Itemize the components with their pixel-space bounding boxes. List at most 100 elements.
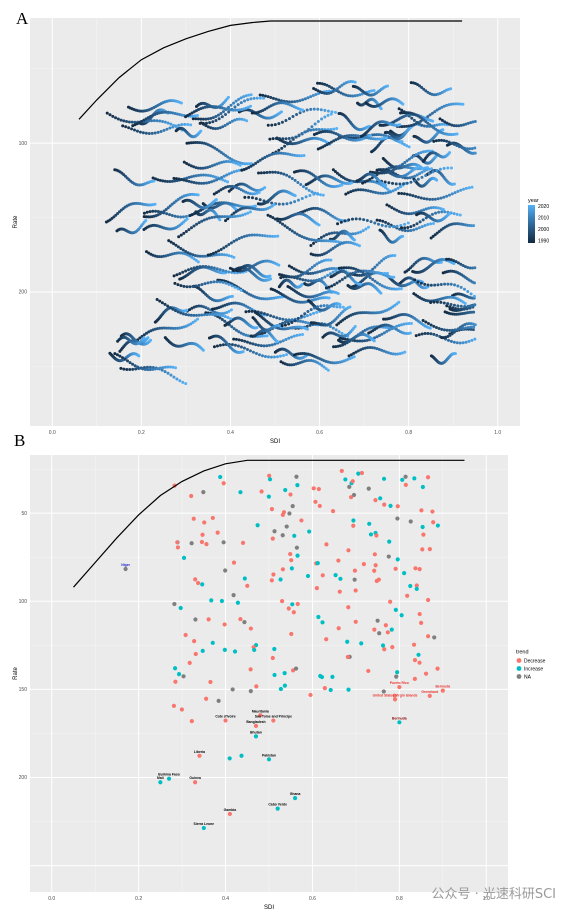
- data-point: [363, 180, 367, 184]
- data-point: [287, 264, 291, 268]
- data-point: [346, 605, 351, 610]
- data-point: [368, 276, 372, 280]
- data-point: [354, 350, 358, 354]
- data-point: [324, 239, 328, 243]
- data-point: [197, 173, 201, 177]
- data-point: [240, 339, 244, 343]
- data-point: [370, 89, 374, 93]
- data-point: [405, 159, 409, 163]
- data-point: [176, 283, 180, 287]
- data-point: [438, 123, 442, 127]
- data-point: [419, 151, 423, 155]
- data-point: [426, 597, 431, 603]
- data-point: [144, 131, 148, 135]
- data-point: [458, 327, 462, 331]
- data-point: [327, 285, 331, 289]
- data-point: [330, 284, 334, 288]
- data-point: [274, 97, 278, 101]
- data-point: [313, 271, 317, 275]
- data-point: [391, 225, 395, 229]
- data-point: [184, 269, 188, 273]
- data-point: [375, 335, 379, 339]
- data-point: [425, 168, 429, 172]
- data-point: [220, 115, 224, 119]
- data-point: [188, 252, 192, 256]
- data-point: [191, 117, 195, 121]
- data-point: [378, 137, 382, 141]
- data-point: [222, 647, 227, 652]
- data-point: [222, 622, 227, 627]
- data-point: [312, 128, 316, 132]
- data-point: [452, 212, 456, 216]
- data-point: [414, 334, 418, 338]
- data-point: [272, 315, 276, 319]
- data-point: [273, 342, 277, 346]
- data-point: [268, 137, 272, 141]
- data-point: [301, 278, 305, 282]
- data-point: [373, 336, 377, 340]
- data-point: [308, 193, 312, 197]
- data-point: [419, 620, 424, 625]
- data-point: [170, 179, 174, 183]
- data-point: [449, 258, 453, 262]
- data-point: [299, 270, 303, 274]
- data-point: [343, 477, 348, 482]
- data-point: [456, 102, 460, 106]
- data-point: [199, 304, 203, 308]
- data-point: [344, 93, 348, 97]
- data-point: [215, 178, 219, 182]
- data-point: [156, 178, 160, 182]
- data-point: [316, 81, 320, 85]
- data-point: [303, 97, 307, 101]
- data-point: [277, 98, 281, 102]
- data-point: [174, 125, 178, 129]
- data-point: [331, 270, 335, 274]
- data-point: [317, 239, 321, 243]
- data-point: [196, 317, 200, 321]
- data-point: [431, 170, 435, 174]
- data-point: [290, 503, 295, 509]
- data-point: [457, 124, 461, 128]
- data-point: [429, 222, 433, 226]
- data-point: [365, 338, 369, 342]
- data-point: [341, 343, 345, 347]
- data-point: [231, 560, 237, 565]
- data-point: [308, 692, 313, 698]
- data-point: [223, 319, 227, 323]
- data-point: [387, 181, 391, 185]
- data-point: [321, 130, 325, 134]
- data-point: [222, 160, 226, 164]
- data-point: [411, 642, 417, 647]
- data-point: [208, 312, 212, 316]
- data-point: [216, 113, 220, 117]
- data-point: [160, 326, 164, 330]
- data-point: [146, 336, 150, 340]
- data-point: [287, 137, 291, 141]
- data-point: [202, 520, 207, 525]
- data-point: [403, 229, 407, 233]
- data-point: [325, 91, 329, 95]
- data-point: [263, 186, 267, 190]
- data-point: [284, 137, 288, 141]
- data-point: [166, 304, 170, 308]
- data-point: [160, 368, 164, 372]
- data-point: [363, 346, 367, 350]
- data-point: [361, 181, 365, 185]
- y-tick-label: 100: [19, 141, 28, 147]
- data-point: [217, 249, 221, 253]
- data-point: [244, 94, 248, 98]
- data-point: [281, 317, 285, 321]
- data-point: [254, 352, 258, 356]
- data-point: [293, 178, 297, 182]
- data-point: [320, 573, 325, 578]
- data-point: [332, 283, 336, 287]
- data-point: [427, 172, 431, 176]
- data-point: [287, 318, 291, 322]
- data-point: [194, 313, 198, 317]
- data-point: [467, 339, 471, 343]
- panel-b: 0.0 0.2 0.4 0.6 0.8 1.050100150200SDIRateNige…: [13, 455, 546, 911]
- data-point: [368, 532, 374, 537]
- data-point: [268, 214, 272, 218]
- data-point: [215, 215, 219, 219]
- data-point: [391, 254, 395, 258]
